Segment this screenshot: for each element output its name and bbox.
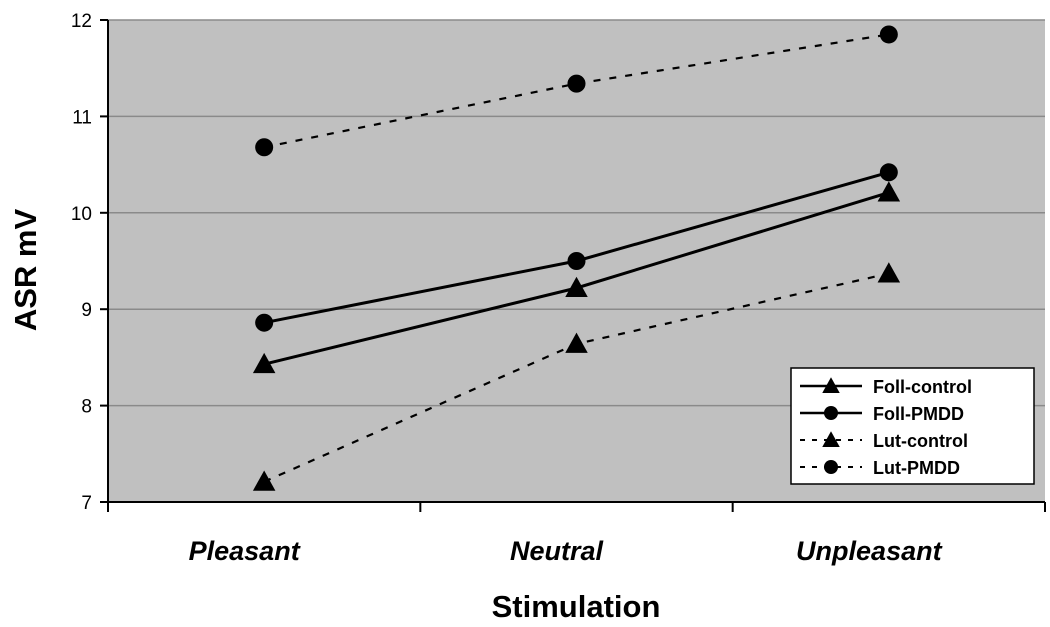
series-line — [263, 33, 890, 149]
data-point — [252, 352, 276, 374]
data-point — [255, 138, 274, 157]
legend-marker — [824, 460, 838, 474]
data-point — [879, 163, 898, 182]
data-point — [565, 276, 588, 297]
data-point — [877, 262, 901, 283]
data-point — [877, 181, 901, 202]
series-foll-pmdd — [255, 163, 898, 332]
legend-label: Foll-PMDD — [873, 404, 964, 424]
series-layer — [252, 25, 901, 491]
legend-label: Lut-PMDD — [873, 458, 960, 478]
x-axis-title: Stimulation — [492, 589, 661, 624]
x-tick-label: Neutral — [510, 536, 604, 566]
y-tick-label: 8 — [81, 397, 92, 418]
y-tick-label: 12 — [71, 11, 92, 32]
y-axis-title: ASR mV — [8, 209, 43, 332]
y-tick-label: 11 — [72, 107, 92, 128]
data-point — [567, 252, 586, 270]
y-tick-label: 9 — [81, 300, 92, 321]
legend-label: Foll-control — [873, 377, 972, 397]
legend-item: Foll-PMDD — [800, 404, 964, 424]
legend-item: Lut-PMDD — [800, 458, 960, 478]
legend-label: Lut-control — [873, 431, 968, 451]
y-ticks: 7 8 9 10 11 12 — [71, 11, 108, 514]
series-lut-pmdd — [255, 25, 898, 157]
legend-item: Foll-control — [800, 377, 972, 397]
series-lut-control — [252, 262, 901, 491]
x-tick-label: Unpleasant — [796, 536, 943, 566]
x-ticks: Pleasant Neutral Unpleasant — [107, 502, 1046, 566]
legend-marker — [822, 377, 840, 393]
data-point — [879, 25, 898, 44]
legend-marker — [822, 431, 840, 447]
legend-marker — [824, 406, 838, 420]
x-tick-label: Pleasant — [189, 536, 301, 566]
data-point — [567, 74, 586, 93]
series-foll-control — [252, 181, 901, 374]
data-point — [255, 313, 274, 332]
y-tick-label: 10 — [71, 204, 92, 225]
data-point — [565, 332, 588, 353]
legend: Foll-control Foll-PMDD Lut-control Lut-PMDD — [790, 367, 1035, 485]
data-point — [252, 470, 276, 491]
y-tick-label: 7 — [81, 493, 92, 514]
legend-item: Lut-control — [800, 431, 968, 451]
